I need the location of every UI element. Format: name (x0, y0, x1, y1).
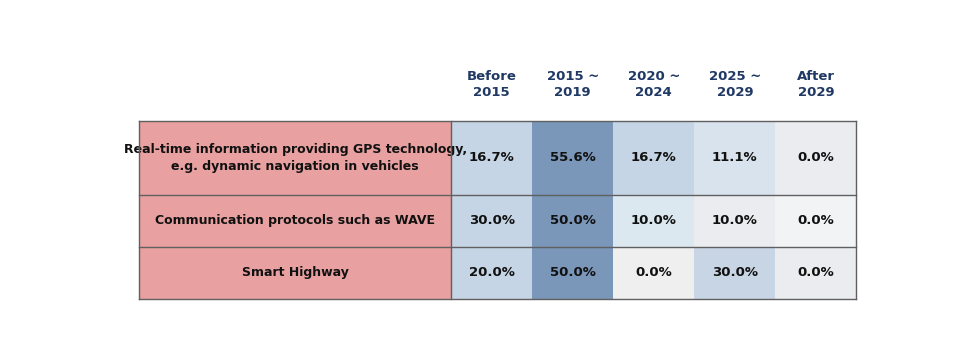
Text: 30.0%: 30.0% (469, 214, 515, 227)
Text: 0.0%: 0.0% (797, 214, 834, 227)
Text: 2025 ~
2029: 2025 ~ 2029 (709, 70, 761, 99)
Bar (532, 120, 613, 195)
Text: Smart Highway: Smart Highway (242, 266, 349, 279)
Bar (775, 120, 856, 195)
Text: 20.0%: 20.0% (469, 266, 515, 279)
Bar (775, 195, 856, 247)
Text: 2015 ~
2019: 2015 ~ 2019 (547, 70, 599, 99)
Bar (139, 247, 451, 299)
Bar (613, 195, 694, 247)
Bar (775, 247, 856, 299)
Text: 11.1%: 11.1% (712, 151, 758, 164)
Bar (694, 247, 775, 299)
Text: After
2029: After 2029 (797, 70, 835, 99)
Bar (694, 195, 775, 247)
Text: 0.0%: 0.0% (635, 266, 672, 279)
Text: Before
2015: Before 2015 (467, 70, 517, 99)
Text: Communication protocols such as WAVE: Communication protocols such as WAVE (155, 214, 435, 227)
Text: 10.0%: 10.0% (630, 214, 677, 227)
Text: 50.0%: 50.0% (549, 214, 596, 227)
Text: 16.7%: 16.7% (630, 151, 677, 164)
Bar (694, 120, 775, 195)
Bar (139, 195, 451, 247)
Bar (532, 195, 613, 247)
Text: 0.0%: 0.0% (797, 266, 834, 279)
Text: 55.6%: 55.6% (549, 151, 596, 164)
Text: 50.0%: 50.0% (549, 266, 596, 279)
Bar (451, 195, 532, 247)
Bar (451, 120, 532, 195)
Text: 0.0%: 0.0% (797, 151, 834, 164)
Bar (532, 247, 613, 299)
Text: 2020 ~
2024: 2020 ~ 2024 (628, 70, 680, 99)
Text: 30.0%: 30.0% (711, 266, 758, 279)
Text: 16.7%: 16.7% (469, 151, 515, 164)
Bar (613, 120, 694, 195)
Bar (451, 247, 532, 299)
Bar (139, 120, 451, 195)
Text: Real-time information providing GPS technology,
e.g. dynamic navigation in vehic: Real-time information providing GPS tech… (123, 142, 467, 172)
Text: 10.0%: 10.0% (711, 214, 758, 227)
Bar (613, 247, 694, 299)
